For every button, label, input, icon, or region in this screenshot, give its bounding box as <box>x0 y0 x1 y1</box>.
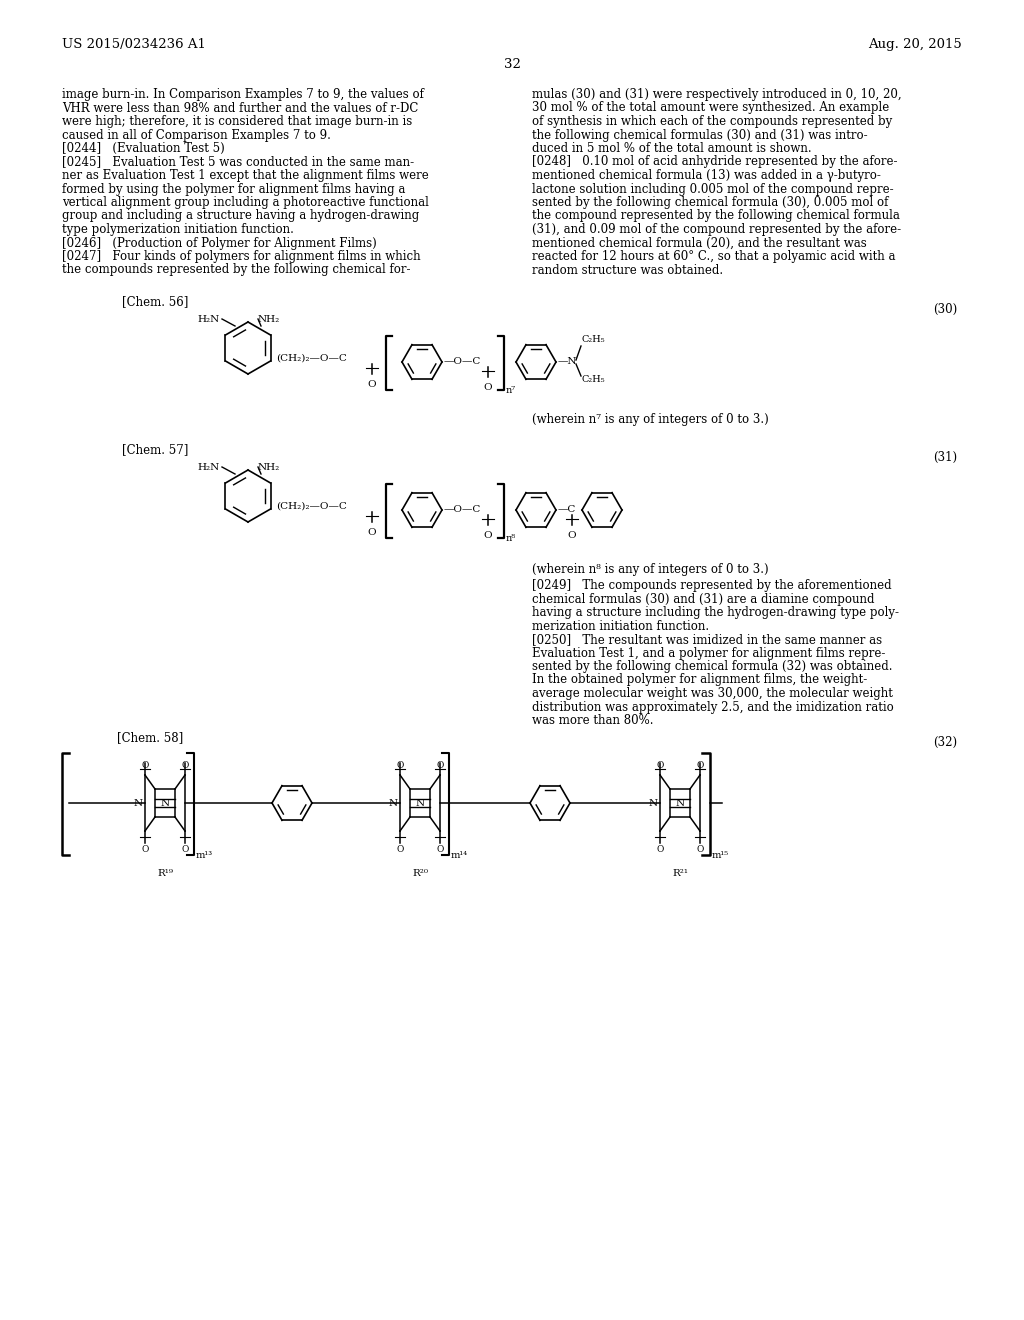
Text: O: O <box>181 762 188 770</box>
Text: N: N <box>134 799 143 808</box>
Text: [0247]   Four kinds of polymers for alignment films in which: [0247] Four kinds of polymers for alignm… <box>62 249 421 263</box>
Text: [0246]   (Production of Polymer for Alignment Films): [0246] (Production of Polymer for Alignm… <box>62 236 377 249</box>
Text: O: O <box>696 845 703 854</box>
Text: m¹⁵: m¹⁵ <box>712 851 729 861</box>
Text: VHR were less than 98% and further and the values of r-DC: VHR were less than 98% and further and t… <box>62 102 419 115</box>
Text: [0250]   The resultant was imidized in the same manner as: [0250] The resultant was imidized in the… <box>532 634 882 645</box>
Text: O: O <box>368 528 376 537</box>
Text: group and including a structure having a hydrogen-drawing: group and including a structure having a… <box>62 210 419 223</box>
Text: R²⁰: R²⁰ <box>412 869 428 878</box>
Text: O: O <box>696 762 703 770</box>
Text: ner as Evaluation Test 1 except that the alignment films were: ner as Evaluation Test 1 except that the… <box>62 169 429 182</box>
Text: Evaluation Test 1, and a polymer for alignment films repre-: Evaluation Test 1, and a polymer for ali… <box>532 647 886 660</box>
Text: —O—C: —O—C <box>444 506 481 515</box>
Text: [0245]   Evaluation Test 5 was conducted in the same man-: [0245] Evaluation Test 5 was conducted i… <box>62 156 414 169</box>
Text: (31): (31) <box>933 451 957 465</box>
Text: mulas (30) and (31) were respectively introduced in 0, 10, 20,: mulas (30) and (31) were respectively in… <box>532 88 901 102</box>
Text: N: N <box>649 799 658 808</box>
Text: type polymerization initiation function.: type polymerization initiation function. <box>62 223 294 236</box>
Text: were high; therefore, it is considered that image burn-in is: were high; therefore, it is considered t… <box>62 115 413 128</box>
Text: random structure was obtained.: random structure was obtained. <box>532 264 723 276</box>
Text: Aug. 20, 2015: Aug. 20, 2015 <box>868 38 962 51</box>
Text: N: N <box>161 799 170 808</box>
Text: vertical alignment group including a photoreactive functional: vertical alignment group including a pho… <box>62 195 429 209</box>
Text: H₂N: H₂N <box>198 462 220 471</box>
Text: [Chem. 58]: [Chem. 58] <box>117 731 183 744</box>
Text: distribution was approximately 2.5, and the imidization ratio: distribution was approximately 2.5, and … <box>532 701 894 714</box>
Text: O: O <box>368 380 376 389</box>
Text: NH₂: NH₂ <box>258 462 281 471</box>
Text: duced in 5 mol % of the total amount is shown.: duced in 5 mol % of the total amount is … <box>532 143 812 154</box>
Text: (31), and 0.09 mol of the compound represented by the afore-: (31), and 0.09 mol of the compound repre… <box>532 223 901 236</box>
Text: formed by using the polymer for alignment films having a: formed by using the polymer for alignmen… <box>62 182 406 195</box>
Text: m¹⁴: m¹⁴ <box>451 851 468 861</box>
Text: O: O <box>656 845 664 854</box>
Text: O: O <box>396 762 403 770</box>
Text: [Chem. 56]: [Chem. 56] <box>122 294 188 308</box>
Text: (wherein n⁸ is any of integers of 0 to 3.): (wherein n⁸ is any of integers of 0 to 3… <box>532 564 769 576</box>
Text: —N: —N <box>558 358 578 367</box>
Text: the compound represented by the following chemical formula: the compound represented by the followin… <box>532 210 900 223</box>
Text: n⁸: n⁸ <box>506 535 516 543</box>
Text: H₂N: H₂N <box>198 314 220 323</box>
Text: O: O <box>436 762 443 770</box>
Text: sented by the following chemical formula (32) was obtained.: sented by the following chemical formula… <box>532 660 893 673</box>
Text: having a structure including the hydrogen-drawing type poly-: having a structure including the hydroge… <box>532 606 899 619</box>
Text: O: O <box>181 845 188 854</box>
Text: C₂H₅: C₂H₅ <box>582 375 605 384</box>
Text: O: O <box>436 845 443 854</box>
Text: chemical formulas (30) and (31) are a diamine compound: chemical formulas (30) and (31) are a di… <box>532 593 874 606</box>
Text: of synthesis in which each of the compounds represented by: of synthesis in which each of the compou… <box>532 115 892 128</box>
Text: lactone solution including 0.005 mol of the compound repre-: lactone solution including 0.005 mol of … <box>532 182 894 195</box>
Text: mentioned chemical formula (13) was added in a γ-butyro-: mentioned chemical formula (13) was adde… <box>532 169 881 182</box>
Text: C₂H₅: C₂H₅ <box>582 335 605 345</box>
Text: merization initiation function.: merization initiation function. <box>532 619 710 632</box>
Text: image burn-in. In Comparison Examples 7 to 9, the values of: image burn-in. In Comparison Examples 7 … <box>62 88 424 102</box>
Text: R²¹: R²¹ <box>672 869 688 878</box>
Text: 30 mol % of the total amount were synthesized. An example: 30 mol % of the total amount were synthe… <box>532 102 889 115</box>
Text: O: O <box>567 531 577 540</box>
Text: (30): (30) <box>933 304 957 315</box>
Text: (wherein n⁷ is any of integers of 0 to 3.): (wherein n⁷ is any of integers of 0 to 3… <box>532 413 769 426</box>
Text: average molecular weight was 30,000, the molecular weight: average molecular weight was 30,000, the… <box>532 686 893 700</box>
Text: NH₂: NH₂ <box>258 314 281 323</box>
Text: O: O <box>141 845 148 854</box>
Text: mentioned chemical formula (20), and the resultant was: mentioned chemical formula (20), and the… <box>532 236 866 249</box>
Text: [0248]   0.10 mol of acid anhydride represented by the afore-: [0248] 0.10 mol of acid anhydride repres… <box>532 156 897 169</box>
Text: O: O <box>483 383 493 392</box>
Text: (CH₂)₂—O—C: (CH₂)₂—O—C <box>276 354 347 363</box>
Text: caused in all of Comparison Examples 7 to 9.: caused in all of Comparison Examples 7 t… <box>62 128 331 141</box>
Text: was more than 80%.: was more than 80%. <box>532 714 653 727</box>
Text: 32: 32 <box>504 58 520 71</box>
Text: [0244]   (Evaluation Test 5): [0244] (Evaluation Test 5) <box>62 143 224 154</box>
Text: N: N <box>389 799 398 808</box>
Text: US 2015/0234236 A1: US 2015/0234236 A1 <box>62 38 206 51</box>
Text: O: O <box>656 762 664 770</box>
Text: the following chemical formulas (30) and (31) was intro-: the following chemical formulas (30) and… <box>532 128 867 141</box>
Text: O: O <box>396 845 403 854</box>
Text: the compounds represented by the following chemical for-: the compounds represented by the followi… <box>62 264 411 276</box>
Text: n⁷: n⁷ <box>506 385 516 395</box>
Text: reacted for 12 hours at 60° C., so that a polyamic acid with a: reacted for 12 hours at 60° C., so that … <box>532 249 896 263</box>
Text: —O—C: —O—C <box>444 358 481 367</box>
Text: [0249]   The compounds represented by the aforementioned: [0249] The compounds represented by the … <box>532 579 892 591</box>
Text: —C: —C <box>558 506 577 515</box>
Text: [Chem. 57]: [Chem. 57] <box>122 444 188 455</box>
Text: m¹³: m¹³ <box>196 851 213 861</box>
Text: N: N <box>416 799 425 808</box>
Text: (CH₂)₂—O—C: (CH₂)₂—O—C <box>276 502 347 511</box>
Text: (32): (32) <box>933 737 957 748</box>
Text: sented by the following chemical formula (30), 0.005 mol of: sented by the following chemical formula… <box>532 195 889 209</box>
Text: In the obtained polymer for alignment films, the weight-: In the obtained polymer for alignment fi… <box>532 673 867 686</box>
Text: O: O <box>483 531 493 540</box>
Text: R¹⁹: R¹⁹ <box>157 869 173 878</box>
Text: O: O <box>141 762 148 770</box>
Text: N: N <box>676 799 685 808</box>
